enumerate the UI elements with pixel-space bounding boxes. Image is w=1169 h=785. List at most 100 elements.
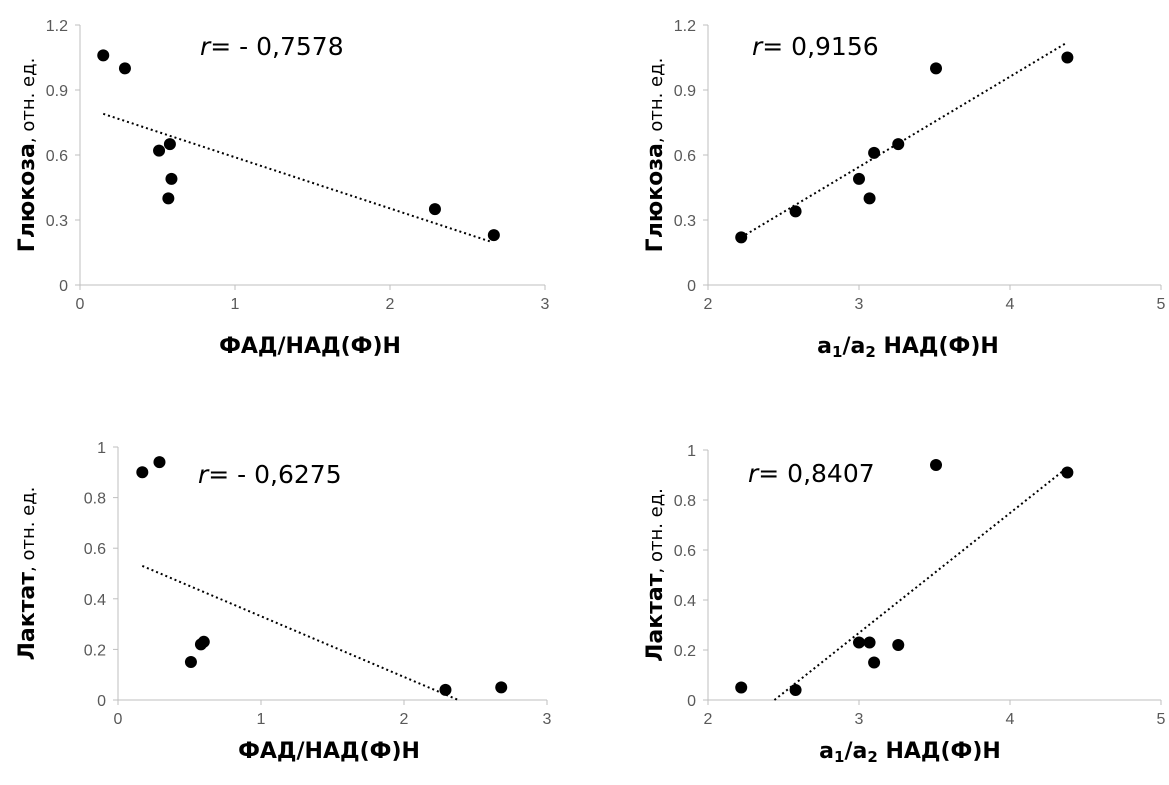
x-axis-title: ФАД/НАД(Ф)Н <box>238 739 420 764</box>
data-point <box>153 144 166 157</box>
y-tick-label: 0.2 <box>674 643 696 660</box>
y-axis-title: Лактат, отн. ед. <box>643 488 668 662</box>
correlation-label: r= 0,8407 <box>748 459 875 488</box>
correlation-value: = - 0,6275 <box>208 460 341 489</box>
y-tick-label: 0.6 <box>674 148 696 165</box>
correlation-symbol: r <box>752 32 764 61</box>
x-tick-label: 5 <box>1157 711 1166 728</box>
y-axis-title-main: Глюкоза <box>15 143 40 252</box>
x-tick-label: 3 <box>855 296 864 313</box>
x-tick-label: 3 <box>543 711 552 728</box>
x-tick-label: 3 <box>541 296 550 313</box>
y-axis-title: Глюкоза, отн. ед. <box>643 58 668 253</box>
x-axis-title-part: НАД(Ф)Н <box>876 334 999 359</box>
data-point <box>118 62 131 75</box>
trend-line <box>102 112 492 243</box>
x-tick-label: 0 <box>114 711 123 728</box>
correlation-value: = - 0,7578 <box>210 32 343 61</box>
x-axis-subscript: 1 <box>834 748 844 766</box>
y-tick-label: 0 <box>97 693 106 710</box>
data-point <box>789 684 802 696</box>
x-tick-label: 2 <box>704 711 713 728</box>
correlation-symbol: r <box>748 459 760 488</box>
correlation-value: = 0,9156 <box>762 32 878 61</box>
x-tick-label: 2 <box>400 711 409 728</box>
correlation-label: r= 0,9156 <box>752 32 879 61</box>
correlation-label: r= - 0,6275 <box>198 460 342 489</box>
trend-line <box>740 41 1068 239</box>
x-axis-title-part: НАД(Ф)Н <box>878 739 1001 764</box>
chart-3: 0 1 2 3 0 0.2 0.4 0.6 0.8 1 r= - 0,6275 ФАД/НАД(Ф)Н… <box>15 440 552 764</box>
x-tick-label: 2 <box>386 296 395 313</box>
y-axis-title: Лактат, отн. ед. <box>15 487 40 661</box>
y-tick-label: 0 <box>687 278 696 295</box>
y-tick-label: 1 <box>97 440 106 457</box>
x-tick-label: 1 <box>231 296 240 313</box>
x-tick-label: 0 <box>76 296 85 313</box>
data-point <box>735 681 748 694</box>
y-tick-label: 0.3 <box>674 213 696 230</box>
x-tick-label: 4 <box>1006 296 1015 313</box>
x-axis-subscript: 2 <box>867 748 877 766</box>
x-axis-subscript: 1 <box>832 343 842 361</box>
data-point <box>162 192 175 205</box>
data-point <box>863 192 876 205</box>
y-axis-title-main: Глюкоза <box>643 143 668 252</box>
data-point <box>487 229 500 242</box>
y-tick-label: 0.6 <box>674 543 696 560</box>
data-point <box>165 172 178 185</box>
x-tick-label: 1 <box>257 711 266 728</box>
correlation-symbol: r <box>198 460 210 489</box>
trend-line <box>141 564 459 701</box>
data-point <box>930 62 943 75</box>
x-tick-label: 3 <box>855 711 864 728</box>
chart-1: 0 1 2 3 0 0.3 0.6 0.9 1.2 r= - 0,7578 ФАД/НАД(Ф)Н Г… <box>15 18 550 359</box>
y-tick-label: 1 <box>687 443 696 460</box>
correlation-symbol: r <box>200 32 212 61</box>
data-point <box>863 636 876 649</box>
y-axis-title-unit: , отн. ед. <box>18 58 39 143</box>
x-axis-title: ФАД/НАД(Ф)Н <box>219 334 401 359</box>
x-axis-title: a1/a2 НАД(Ф)Н <box>819 739 1001 766</box>
y-axis-title-main: Лактат <box>643 573 668 662</box>
x-axis-title-part: a <box>819 739 834 764</box>
data-point <box>892 138 905 151</box>
x-axis-title-part: /a <box>842 334 865 359</box>
y-tick-label: 0 <box>59 278 68 295</box>
x-axis-title: a1/a2 НАД(Ф)Н <box>817 334 999 361</box>
y-tick-label: 0.6 <box>46 148 68 165</box>
y-axis-title: Глюкоза, отн. ед. <box>15 58 40 253</box>
y-tick-label: 0.8 <box>84 491 106 508</box>
x-tick-label: 2 <box>704 296 713 313</box>
x-axis-subscript: 2 <box>865 343 875 361</box>
data-point <box>853 172 865 185</box>
data-point <box>892 639 905 651</box>
data-point <box>495 681 508 694</box>
y-tick-label: 0.3 <box>46 213 68 230</box>
data-point <box>184 656 197 669</box>
data-point <box>136 466 149 479</box>
data-point <box>1061 466 1074 479</box>
data-point <box>197 635 210 648</box>
y-tick-label: 1.2 <box>46 18 68 35</box>
data-point <box>163 138 176 151</box>
data-point <box>439 683 452 696</box>
data-point <box>868 146 881 159</box>
x-axis-title-part: a <box>817 334 832 359</box>
y-tick-label: 0.2 <box>84 642 106 659</box>
y-axis-title-main: Лактат <box>15 572 40 661</box>
y-tick-label: 0.9 <box>46 83 68 100</box>
data-point <box>735 231 748 244</box>
trend-line <box>773 466 1069 701</box>
y-tick-label: 0.8 <box>674 493 696 510</box>
correlation-value: = 0,8407 <box>758 459 874 488</box>
data-point <box>1061 51 1074 64</box>
data-point <box>428 203 441 216</box>
y-tick-label: 0.9 <box>674 83 696 100</box>
x-axis-title-part: /a <box>844 739 867 764</box>
y-tick-label: 0 <box>687 693 696 710</box>
